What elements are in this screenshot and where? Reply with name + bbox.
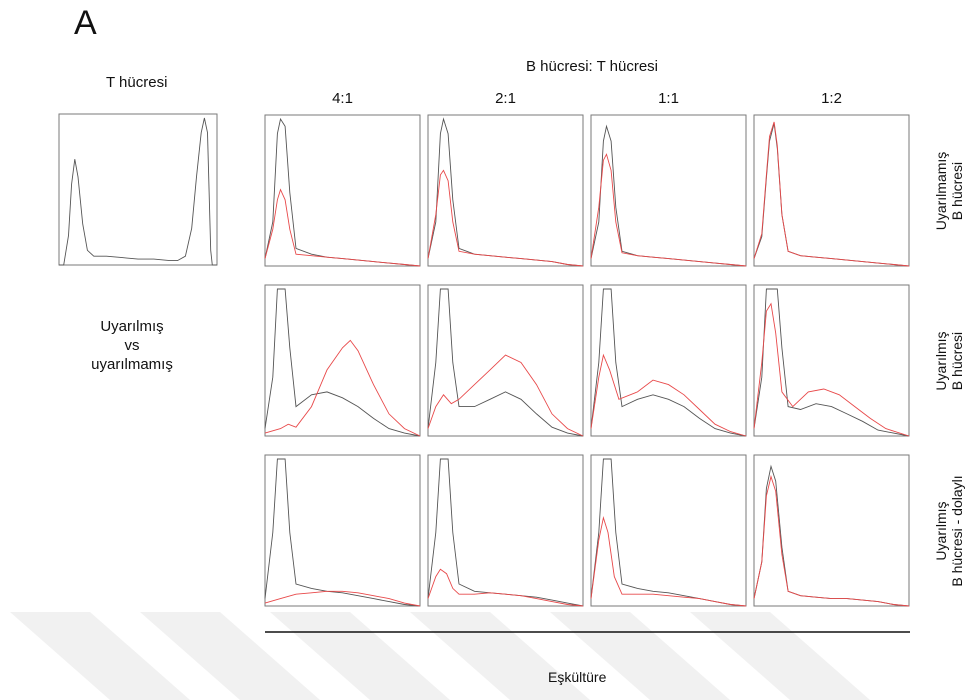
panel-frame [264, 284, 421, 437]
control-title: T hücresi [106, 74, 168, 91]
row-label-line2: B hücresi - dolaylı [949, 474, 965, 587]
panel-frame [427, 284, 584, 437]
sample-histogram-line [264, 188, 421, 267]
panel-frame [427, 454, 584, 607]
row-label-2: Uyarılmış B hücresi [933, 286, 967, 436]
sample-histogram-line [427, 568, 584, 607]
histogram-panel-r3-c4 [753, 454, 910, 607]
panel-frame [264, 114, 421, 267]
column-label-3: 1:1 [658, 90, 679, 107]
reference-histogram-line [753, 288, 910, 437]
panel-frame [753, 114, 910, 267]
left-caption-line1: Uyarılmış [100, 318, 164, 335]
sample-histogram-line [753, 302, 910, 437]
row-label-1: Uyarılmamış B hücresi [933, 116, 967, 266]
histogram-panel-r1-c3 [590, 114, 747, 267]
reference-histogram-line [264, 288, 421, 437]
sample-histogram-line [590, 353, 747, 437]
reference-histogram-line [590, 288, 747, 437]
panel-frame [264, 454, 421, 607]
left-caption-line3: uyarılmamış [91, 356, 173, 373]
left-caption: Uyarılmış vs uyarılmamış [72, 317, 192, 374]
sample-histogram-line [427, 354, 584, 437]
histogram-panel-r1-c1 [264, 114, 421, 267]
panel-frame [753, 454, 910, 607]
sample-histogram-line [753, 121, 910, 267]
panel-frame [590, 114, 747, 267]
sample-histogram-line [264, 339, 421, 437]
panel-frame [590, 284, 747, 437]
panel-frame [427, 114, 584, 267]
x-axis-label: Eşkültüre [548, 669, 607, 685]
left-caption-line2: vs [124, 337, 140, 354]
control-histogram-panel [58, 113, 218, 266]
column-label-1: 4:1 [332, 90, 353, 107]
top-header: B hücresi: T hücresi [526, 58, 659, 75]
figure-label: A [74, 4, 97, 42]
histogram-panel-r1-c4 [753, 114, 910, 267]
reference-histogram-line [59, 117, 217, 266]
column-label-2: 2:1 [495, 90, 516, 107]
panel-frame [753, 284, 910, 437]
sample-histogram-line [264, 590, 421, 607]
histogram-panel-r1-c2 [427, 114, 584, 267]
histogram-panel-r2-c1 [264, 284, 421, 437]
row-label-line2: B hücresi [949, 161, 965, 220]
row-label-line2: B hücresi [949, 331, 965, 390]
row-label-line1: Uyarılmış [933, 330, 949, 391]
column-label-4: 1:2 [821, 90, 842, 107]
reference-histogram-line [427, 288, 584, 437]
histogram-panel-r2-c2 [427, 284, 584, 437]
panel-frame [590, 454, 747, 607]
reference-histogram-line [264, 458, 421, 607]
row-label-line1: Uyarılmamış [933, 151, 949, 230]
histogram-panel-r2-c4 [753, 284, 910, 437]
histogram-panel-r2-c3 [590, 284, 747, 437]
panel-frame [58, 113, 218, 266]
sample-histogram-line [753, 474, 910, 607]
row-label-3: Uyarılmış B hücresi - dolaylı [933, 456, 967, 606]
histogram-panel-r3-c2 [427, 454, 584, 607]
sample-histogram-line [590, 153, 747, 267]
sample-histogram-line [427, 169, 584, 267]
row-label-line1: Uyarılmış [933, 500, 949, 561]
histogram-panel-r3-c3 [590, 454, 747, 607]
sample-histogram-line [590, 516, 747, 607]
histogram-panel-r3-c1 [264, 454, 421, 607]
reference-histogram-line [427, 458, 584, 607]
